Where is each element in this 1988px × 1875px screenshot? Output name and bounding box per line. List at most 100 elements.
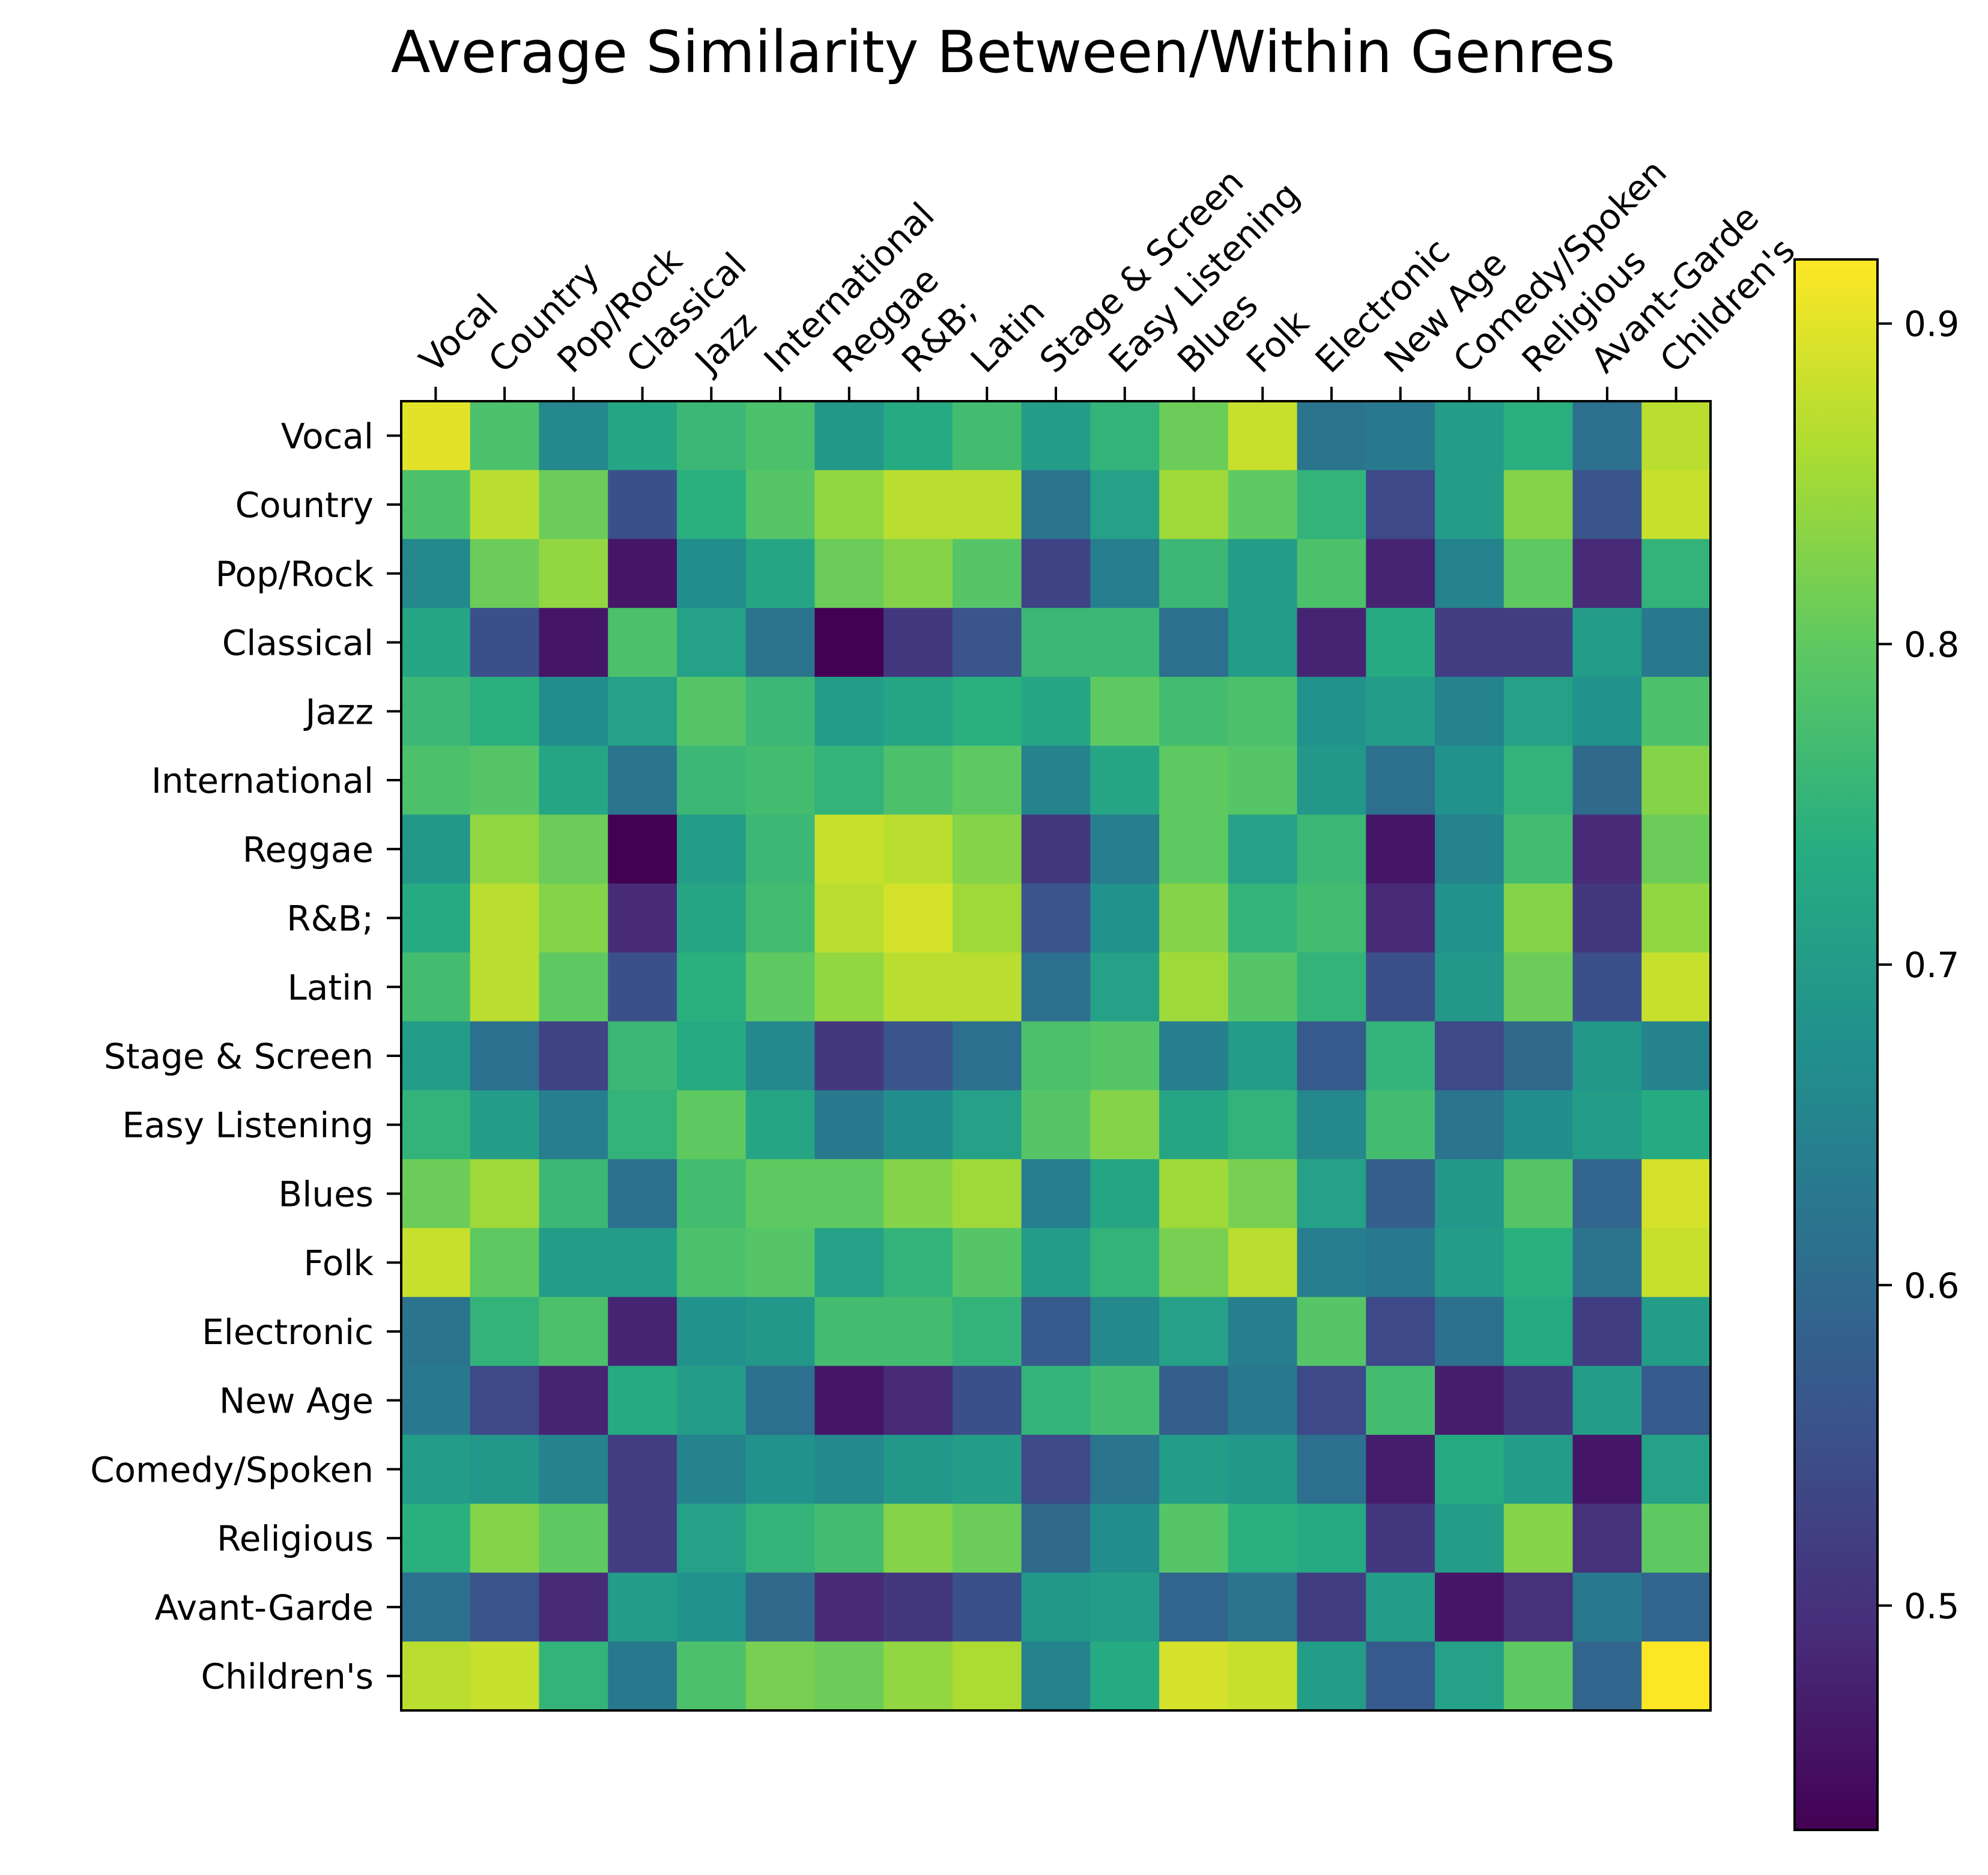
heatmap-cell: [883, 676, 953, 747]
heatmap-cell: [608, 676, 677, 747]
heatmap-cell: [1641, 952, 1711, 1022]
heatmap-cell: [1297, 1641, 1366, 1711]
heatmap-cell: [1297, 1435, 1366, 1504]
heatmap-cell: [1366, 1641, 1435, 1711]
heatmap-cell: [470, 814, 540, 884]
heatmap-cell: [676, 883, 747, 953]
heatmap-cell: [745, 676, 816, 747]
heatmap-cell: [1435, 1366, 1505, 1435]
heatmap-cell: [401, 1503, 471, 1574]
heatmap-cell: [1503, 676, 1574, 747]
heatmap-cell: [676, 1503, 747, 1574]
heatmap-cell: [745, 1435, 816, 1504]
heatmap-cell: [1435, 745, 1505, 816]
heatmap-cell: [539, 1228, 608, 1298]
heatmap-cell: [539, 1572, 608, 1642]
heatmap-cell: [1572, 1572, 1642, 1642]
heatmap-cell: [1641, 1090, 1711, 1160]
heatmap-cell: [401, 814, 471, 884]
heatmap-cell: [676, 1297, 747, 1366]
heatmap-cell: [470, 1641, 540, 1711]
heatmap-cell: [1090, 539, 1160, 608]
heatmap-cell: [1159, 608, 1229, 677]
y-tick-label: Pop/Rock: [216, 554, 374, 595]
heatmap-cell: [401, 745, 471, 816]
heatmap-cell: [1366, 539, 1435, 608]
heatmap-cell: [608, 814, 677, 884]
heatmap-cell: [1021, 1572, 1091, 1642]
x-tick-label: Vocal: [411, 286, 506, 381]
heatmap-cell: [1572, 1090, 1642, 1160]
heatmap-cell: [1159, 470, 1229, 540]
heatmap-cell: [1159, 1090, 1229, 1160]
heatmap-cell: [539, 1366, 608, 1435]
heatmap-cell: [1572, 1228, 1642, 1298]
heatmap-cell: [470, 1021, 540, 1091]
heatmap-cell: [1159, 1503, 1229, 1574]
heatmap-cell: [1297, 1572, 1366, 1642]
heatmap-cell: [1641, 1297, 1711, 1366]
heatmap-cell: [814, 1228, 884, 1298]
heatmap-cell: [539, 952, 608, 1022]
heatmap-cell: [1090, 1435, 1160, 1504]
heatmap-cell: [1159, 952, 1229, 1022]
heatmap-cell: [1503, 1090, 1574, 1160]
heatmap-cell: [401, 1435, 471, 1504]
heatmap-cell: [470, 676, 540, 747]
heatmap-cell: [883, 1572, 953, 1642]
heatmap-cell: [883, 608, 953, 677]
heatmap-cell: [814, 470, 884, 540]
heatmap-cell: [883, 814, 953, 884]
heatmap-cell: [539, 539, 608, 608]
heatmap-cell: [401, 952, 471, 1022]
heatmap-cell: [401, 1641, 471, 1711]
heatmap-cell: [1228, 401, 1298, 471]
heatmap-cell: [1090, 745, 1160, 816]
heatmap-cell: [539, 1297, 608, 1366]
heatmap-cell: [1503, 1572, 1574, 1642]
heatmap-cell: [1435, 1572, 1505, 1642]
heatmap-cell: [1228, 1572, 1298, 1642]
heatmap-cell: [1228, 676, 1298, 747]
heatmap-cell: [1435, 608, 1505, 677]
heatmap-cell: [1503, 745, 1574, 816]
heatmap-cell: [1366, 1572, 1435, 1642]
heatmap-cell: [1366, 608, 1435, 677]
heatmap-cell: [1366, 1159, 1435, 1229]
heatmap-cell: [1090, 952, 1160, 1022]
heatmap-cell: [470, 952, 540, 1022]
heatmap-cell: [1090, 608, 1160, 677]
colorbar-gradient: [1795, 259, 1877, 1830]
heatmap-cell: [539, 1159, 608, 1229]
heatmap-cell: [401, 1090, 471, 1160]
heatmap-cell: [470, 608, 540, 677]
heatmap-cell: [401, 470, 471, 540]
y-tick-label: Stage & Screen: [104, 1036, 374, 1077]
heatmap-cell: [1572, 1366, 1642, 1435]
heatmap-cell: [814, 952, 884, 1022]
heatmap-cell: [814, 1503, 884, 1574]
heatmap-cell: [1641, 1572, 1711, 1642]
heatmap-cell: [1297, 401, 1366, 471]
heatmap-cell: [539, 470, 608, 540]
heatmap-cell: [1366, 1090, 1435, 1160]
heatmap-cell: [608, 1503, 677, 1574]
heatmap-cell: [1228, 1503, 1298, 1574]
colorbar-frame: [1793, 258, 1879, 1831]
heatmap-cell: [745, 470, 816, 540]
colorbar-tick-label: 0.7: [1904, 945, 1959, 986]
heatmap-cell: [1572, 1503, 1642, 1574]
heatmap-cell: [1090, 883, 1160, 953]
heatmap-cell: [1021, 1641, 1091, 1711]
heatmap-cell: [676, 1090, 747, 1160]
heatmap-cell: [1228, 952, 1298, 1022]
heatmap-cell: [470, 401, 540, 471]
heatmap-cell: [676, 470, 747, 540]
y-tick-label: Country: [235, 485, 374, 526]
heatmap-cell: [952, 1297, 1022, 1366]
heatmap-cell: [883, 1435, 953, 1504]
heatmap-cell: [401, 1159, 471, 1229]
y-tick-label: Children's: [201, 1656, 374, 1697]
heatmap-cell: [952, 470, 1022, 540]
heatmap-cell: [539, 1435, 608, 1504]
